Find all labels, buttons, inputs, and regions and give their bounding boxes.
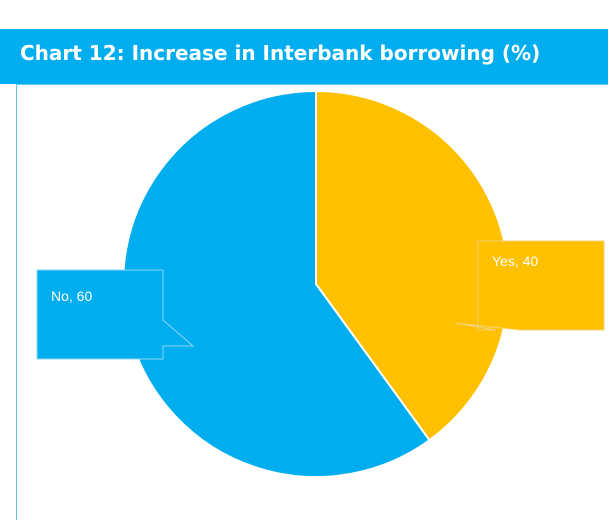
data-label-yes: Yes, 40 [492,253,538,269]
pie-slices [122,89,510,478]
data-label-no: No, 60 [51,288,92,304]
chart-frame [16,84,608,520]
chart-header: Chart 12: Increase in Interbank borrowin… [0,29,608,84]
pie-slice-yes [315,89,510,442]
data-label-callout-yes [454,240,605,331]
data-label-callout-no [36,269,195,360]
chart-title: Chart 12: Increase in Interbank borrowin… [20,41,541,65]
